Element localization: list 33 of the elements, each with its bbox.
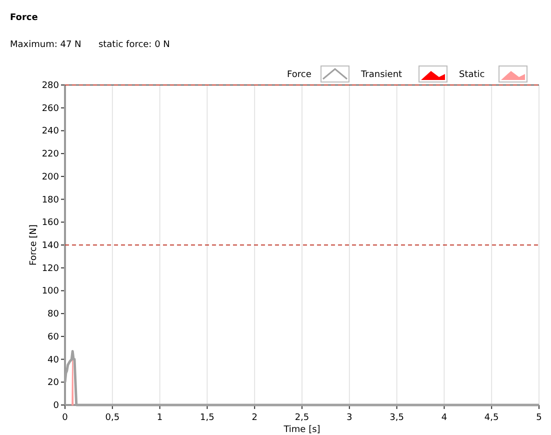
x-tick-label: 4 (441, 413, 448, 423)
x-tick-label: 5 (536, 413, 542, 423)
x-tick-label: 3 (346, 413, 352, 423)
x-tick-label: 3,5 (390, 413, 404, 423)
x-axis-title: Time [s] (282, 425, 320, 435)
y-tick-label: 80 (48, 310, 60, 320)
legend-label: Force (287, 70, 312, 80)
x-tick-label: 1 (156, 413, 163, 423)
x-tick-label: 0,5 (105, 413, 120, 423)
chart-subtitle: Maximum: 47 N static force: 0 N (10, 40, 170, 50)
y-tick-label: 0 (53, 401, 60, 411)
chart-title: Force (10, 13, 38, 23)
x-tick-label: 2,5 (294, 413, 310, 423)
y-tick-label: 140 (42, 241, 60, 251)
y-tick-label: 100 (42, 286, 60, 297)
y-tick-label: 160 (42, 218, 60, 228)
x-tick-label: 0 (62, 413, 68, 423)
x-tick-label: 4,5 (484, 413, 499, 423)
x-tick-label: 2 (252, 413, 258, 423)
y-tick-label: 220 (42, 150, 60, 160)
x-tick-label: 1,5 (200, 413, 214, 423)
y-tick-label: 280 (42, 81, 60, 91)
legend-label: Transient (360, 70, 403, 80)
y-tick-label: 180 (42, 195, 60, 206)
legend-label: Static (459, 70, 485, 80)
y-tick-label: 120 (42, 264, 60, 274)
y-tick-label: 200 (42, 172, 60, 182)
y-tick-label: 60 (48, 332, 60, 342)
y-tick-label: 260 (42, 104, 60, 114)
y-axis-title: Force [N] (29, 224, 39, 266)
y-tick-label: 40 (48, 355, 60, 366)
y-tick-label: 20 (48, 378, 60, 388)
y-tick-label: 240 (42, 126, 60, 137)
